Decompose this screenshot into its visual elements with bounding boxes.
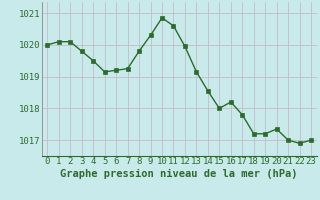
X-axis label: Graphe pression niveau de la mer (hPa): Graphe pression niveau de la mer (hPa): [60, 169, 298, 179]
